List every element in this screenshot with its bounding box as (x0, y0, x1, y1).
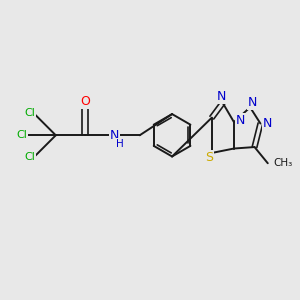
Text: N: N (248, 95, 257, 109)
Text: CH₃: CH₃ (273, 158, 292, 168)
Text: Cl: Cl (24, 108, 35, 118)
Text: N: N (110, 129, 119, 142)
Text: S: S (205, 151, 213, 164)
Text: Cl: Cl (16, 130, 27, 140)
Text: O: O (80, 95, 90, 108)
Text: N: N (263, 117, 272, 130)
Text: H: H (116, 139, 124, 148)
Text: Cl: Cl (24, 152, 35, 162)
Text: N: N (217, 90, 226, 103)
Text: N: N (236, 114, 245, 127)
